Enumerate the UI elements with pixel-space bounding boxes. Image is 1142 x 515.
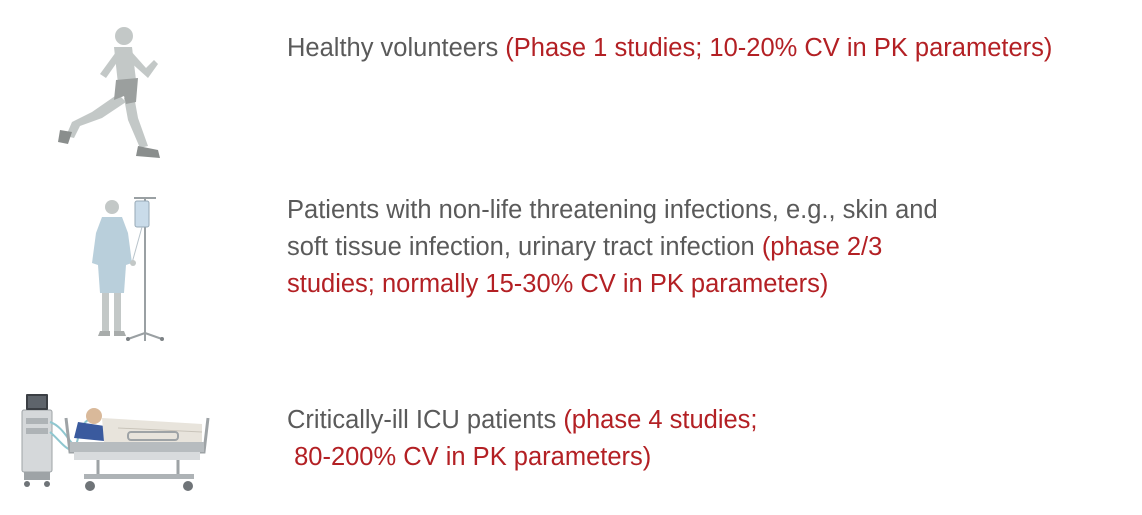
infection-line-1: Patients with non-life threatening infec…	[287, 192, 938, 229]
healthy-volunteers-gray-text: Healthy volunteers	[287, 34, 506, 62]
infection-line-2-red: (phase 2/3	[761, 233, 883, 261]
icu-line-1-gray: Critically-ill ICU patients	[287, 406, 564, 434]
infection-line-3: studies; normally 15-30% CV in PK parame…	[287, 266, 938, 303]
infection-line-3-red: studies; normally 15-30% CV in PK parame…	[287, 270, 829, 298]
healthy-volunteers-red-text: (Phase 1 studies; 10-20% CV in PK parame…	[505, 34, 1053, 62]
patient-iv-stand-icon	[92, 197, 164, 341]
icu-line-1-red: (phase 4 studies;	[563, 406, 758, 434]
runner-icon	[58, 27, 160, 158]
infection-line-2-gray: soft tissue infection, urinary tract inf…	[287, 233, 762, 261]
icu-line-2-red: 80-200% CV in PK parameters)	[287, 443, 652, 471]
icu-line-1: Critically-ill ICU patients (phase 4 stu…	[287, 402, 758, 439]
infection-line-2: soft tissue infection, urinary tract inf…	[287, 229, 938, 266]
infection-line-1-gray: Patients with non-life threatening infec…	[287, 196, 938, 224]
icu-bed-ventilator-icon	[21, 394, 210, 491]
icu-line-2: 80-200% CV in PK parameters)	[287, 439, 758, 476]
